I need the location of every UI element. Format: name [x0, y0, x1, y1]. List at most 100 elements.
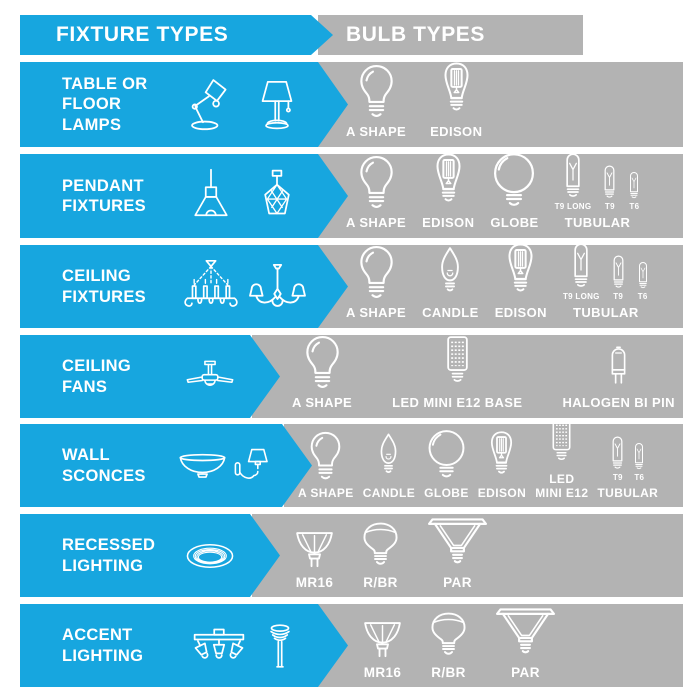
led-mini-e12-bulb-icon	[552, 420, 571, 461]
bulb-bar-table-or-floor-lamps: A SHAPE EDISON	[318, 62, 683, 147]
tube-t6: T6	[628, 170, 640, 211]
bulb-variant-label: T9 LONG	[562, 292, 600, 302]
bulb-variant-label: T6	[629, 202, 640, 212]
candle-bulb-icon	[381, 433, 397, 473]
tube-t9: T9	[611, 253, 626, 301]
tubular-bulb-icon	[638, 262, 647, 289]
fixture-arrow-wall-sconces: WALL SCONCES	[20, 424, 312, 507]
bulb-tubular: T9 T6 TUBULAR	[597, 434, 658, 500]
bulb-label: EDISON	[430, 124, 483, 140]
fixture-label-table-or-floor-lamps: TABLE OR FLOOR LAMPS	[62, 74, 148, 134]
bulb-bar-ceiling-fixtures: A SHAPE CANDLE EDISON T9 LONG T9 T6 TUBULAR	[318, 243, 683, 328]
bulb-par: PAR	[426, 517, 489, 590]
bulb-mr16: MR16	[362, 621, 403, 680]
track-light-icon	[191, 626, 247, 666]
par-bulb-icon	[495, 608, 556, 654]
bulb-mr16: MR16	[294, 531, 335, 590]
mr16-bulb-icon	[364, 622, 401, 658]
bulb-a-shape: A SHAPE	[292, 334, 352, 411]
wall-sconce-bowl-icon	[178, 453, 227, 479]
tube-t9-long: T9 LONG	[555, 150, 592, 211]
row-wall-sconces: A SHAPE CANDLE GLOBE EDISON LED MINI E12 T9 T6 T…	[0, 420, 700, 507]
r-br-bulb-icon	[431, 612, 466, 655]
wall-sconce-arm-icon	[232, 446, 274, 486]
recessed-light-icon	[185, 542, 235, 570]
bulb-label: LED MINI E12	[535, 472, 589, 500]
edison-bulb-icon	[491, 430, 513, 474]
bulb-a-shape: A SHAPE	[346, 154, 406, 231]
fixture-label-ceiling-fans: CEILING FANS	[62, 357, 132, 396]
pendant-cone-icon	[183, 168, 239, 224]
bulb-variant-label: T9	[613, 292, 624, 302]
row-pendant-fixtures: A SHAPE EDISON GLOBE T9 LONG T9 T6 TUBULAR PEND…	[0, 152, 700, 238]
a-shape-bulb-icon	[359, 156, 393, 209]
led-mini-e12-bulb-icon	[447, 336, 468, 383]
fixture-arrow-table-or-floor-lamps: TABLE OR FLOOR LAMPS	[20, 62, 348, 147]
bulb-a-shape: A SHAPE	[346, 244, 406, 321]
fixture-icons-table-or-floor-lamps	[174, 76, 348, 134]
bulb-label: PAR	[511, 664, 540, 680]
bulb-label: A SHAPE	[346, 215, 407, 231]
bulb-label: R/BR	[363, 574, 398, 590]
bulb-bar-recessed-lighting: MR16 R/BR PAR	[252, 514, 683, 597]
bulb-label: A SHAPE	[298, 485, 354, 500]
bulb-label: EDISON	[477, 485, 527, 500]
tube-t9: T9	[602, 163, 617, 211]
desk-lamp-icon	[183, 76, 241, 134]
fixture-arrow-recessed-lighting: RECESSED LIGHTING	[20, 514, 280, 597]
bulb-edison: EDISON	[478, 430, 526, 500]
fixture-label-wall-sconces: WALL SCONCES	[62, 446, 146, 485]
tube-t9-long: T9 LONG	[563, 240, 600, 301]
bulb-candle: CANDLE	[363, 432, 415, 500]
bulb-variant-label: T9 LONG	[554, 202, 592, 212]
tubular-variants: T9 LONG T9 T6	[563, 240, 649, 301]
bulb-tubular: T9 LONG T9 T6 TUBULAR	[555, 150, 641, 231]
fixture-arrow-ceiling-fixtures: CEILING FIXTURES	[20, 245, 348, 328]
tubular-bulb-icon	[604, 165, 615, 199]
bulb-label: MR16	[363, 664, 402, 680]
tube-t9: T9	[610, 434, 625, 482]
tubular-bulb-icon	[566, 153, 580, 198]
path-light-icon	[263, 622, 297, 670]
ceiling-fan-icon	[185, 359, 235, 395]
bulb-label: CANDLE	[422, 305, 479, 321]
bulb-bar-ceiling-fans: A SHAPE LED MINI E12 BASE HALOGEN BI PIN	[252, 335, 683, 418]
tubular-bulb-icon	[635, 442, 644, 469]
tubular-variants: T9 LONG T9 T6	[555, 150, 641, 211]
bulb-led-mini-e12-base: LED MINI E12 BASE	[392, 334, 522, 411]
tubular-bulb-icon	[630, 172, 639, 199]
row-ceiling-fixtures: A SHAPE CANDLE EDISON T9 LONG T9 T6 TUBULAR CEI…	[0, 243, 700, 328]
fixture-types-title: FIXTURE TYPES	[56, 23, 229, 46]
fixture-icons-wall-sconces	[174, 446, 312, 486]
bulb-label: TUBULAR	[573, 305, 639, 321]
fixture-label-accent-lighting: ACCENT LIGHTING	[62, 626, 144, 665]
r-br-bulb-icon	[363, 522, 398, 565]
bulb-variant-label: T9	[604, 202, 615, 212]
bulb-label: A SHAPE	[346, 305, 407, 321]
edison-bulb-icon	[444, 62, 469, 111]
bulb-edison: EDISON	[422, 152, 474, 231]
bulb-bar-pendant-fixtures: A SHAPE EDISON GLOBE T9 LONG T9 T6 TUBULAR	[318, 152, 683, 238]
tubular-variants: T9 T6	[610, 434, 645, 482]
bulb-edison: EDISON	[430, 61, 482, 140]
bulb-variant-label: T9	[612, 472, 623, 482]
fixture-icons-ceiling-fans	[174, 359, 280, 395]
fixture-arrow-accent-lighting: ACCENT LIGHTING	[20, 604, 348, 687]
fixture-label-ceiling-fixtures: CEILING FIXTURES	[62, 267, 146, 306]
tubular-bulb-icon	[574, 243, 588, 288]
bulb-a-shape: A SHAPE	[298, 430, 354, 500]
bulb-led-mini-e12: LED MINI E12	[535, 418, 588, 500]
tube-t6: T6	[637, 260, 649, 301]
bulb-label: R/BR	[431, 664, 466, 680]
fixture-types-header: FIXTURE TYPES	[20, 15, 333, 55]
fixture-icons-pendant-fixtures	[174, 168, 348, 224]
bulb-label: CANDLE	[362, 485, 416, 500]
bulb-label: GLOBE	[490, 215, 539, 231]
tubular-bulb-icon	[612, 436, 623, 469]
edison-bulb-icon	[508, 243, 533, 292]
bulb-label: TUBULAR	[564, 215, 631, 231]
bulb-halogen-bi-pin: HALOGEN BI PIN	[562, 342, 675, 411]
fixture-label-pendant-fixtures: PENDANT FIXTURES	[62, 176, 146, 215]
a-shape-bulb-icon	[305, 336, 339, 389]
